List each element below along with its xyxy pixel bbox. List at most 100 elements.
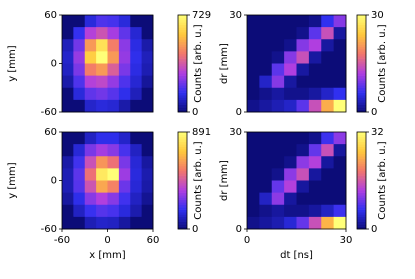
colorbar-segment (178, 214, 187, 218)
colorbar-tick-label: 891 (192, 127, 211, 138)
colorbar-segment (357, 182, 366, 186)
colorbar-segment (357, 170, 366, 174)
heat-cell (130, 87, 143, 101)
colorbar-segment (357, 199, 366, 203)
colorbar-segment (178, 216, 187, 220)
heat-cell (141, 192, 154, 206)
heat-cell (284, 156, 297, 169)
heat-cell (62, 216, 74, 230)
colorbar-segment (178, 151, 187, 155)
heat-cell (321, 192, 335, 206)
heat-cell (96, 63, 108, 77)
heat-cell (118, 192, 131, 206)
colorbar-segment (357, 24, 366, 28)
colorbar-frame (356, 131, 367, 230)
colorbar-segment (178, 27, 187, 30)
heat-cell (271, 99, 285, 113)
heat-cell (296, 156, 310, 169)
heat-cell (321, 204, 335, 218)
colorbar-segment (357, 97, 366, 101)
x-tick-label: 30 (340, 235, 353, 246)
colorbar-segment (357, 73, 366, 76)
heat-cell (296, 27, 310, 40)
colorbar-segment (357, 39, 366, 42)
colorbar-segment (178, 56, 187, 59)
heat-cell (284, 180, 297, 194)
heat-cell (73, 192, 86, 206)
heat-cell (107, 51, 120, 64)
colorbar-segment (178, 53, 187, 57)
colorbar-segment (357, 151, 366, 155)
colorbar-segment (178, 70, 187, 74)
heat-cell (308, 75, 322, 89)
heat-cell (271, 87, 285, 101)
heat-cell (130, 39, 143, 52)
heat-cell (84, 63, 97, 77)
colorbar-segment (178, 202, 187, 206)
heat-cell (296, 63, 310, 77)
heat-cell (62, 51, 74, 64)
heat-cell (271, 168, 285, 181)
y-axis-label: dr [mm] (219, 160, 230, 201)
colorbar-segment (357, 22, 366, 25)
colorbar-segment (357, 197, 366, 201)
heat-cell (141, 39, 154, 52)
colorbar-segment (178, 163, 187, 167)
colorbar-segment (178, 182, 187, 186)
heat-cell (271, 15, 285, 28)
colorbar-segment (357, 214, 366, 218)
heat-cell (247, 15, 260, 28)
colorbar-segment (357, 202, 366, 206)
heat-cell (96, 216, 108, 230)
heat-cell (296, 192, 310, 206)
heat-cell (84, 192, 97, 206)
heat-cell (107, 216, 120, 230)
colorbar-tick-label: 32 (371, 127, 384, 138)
heat-cell (321, 51, 335, 64)
heat-cell (247, 75, 260, 89)
heat-cell (107, 132, 120, 145)
heat-cell (107, 99, 120, 113)
colorbar-segment (357, 226, 366, 230)
heat-cell (118, 132, 131, 145)
colorbar-segment (357, 224, 366, 227)
heat-cell (62, 99, 74, 113)
colorbar-segment (357, 168, 366, 172)
heat-cell (118, 75, 131, 89)
heat-cell (259, 75, 273, 89)
colorbar-segment (357, 109, 366, 113)
heat-cell (62, 63, 74, 77)
heat-cell (333, 75, 347, 89)
heat-cell (96, 156, 108, 169)
colorbar-segment (178, 153, 187, 157)
y-tick-label: 60 (44, 127, 57, 138)
heat-cell (271, 39, 285, 52)
heat-cell (84, 144, 97, 157)
heat-cell (284, 168, 297, 181)
colorbar-segment (178, 41, 187, 45)
heat-cell (333, 63, 347, 77)
heat-cell (284, 75, 297, 89)
heat-cell (259, 156, 273, 169)
colorbar-segment (357, 51, 366, 55)
heat-cell (284, 216, 297, 230)
colorbar-segment (357, 153, 366, 157)
colorbar-segment (357, 46, 366, 50)
colorbar-segment (357, 65, 366, 69)
colorbar-segment (178, 102, 187, 106)
colorbar-segment (357, 99, 366, 103)
colorbar-segment (357, 80, 366, 84)
colorbar-segment (357, 146, 366, 150)
colorbar-tick-label: 0 (371, 224, 377, 235)
colorbar-segment (357, 219, 366, 223)
colorbar-segment (357, 107, 366, 110)
colorbar-segment (178, 15, 187, 18)
heat-cell (73, 15, 86, 28)
heat-cell (247, 39, 260, 52)
heat-cell (141, 63, 154, 77)
colorbar-label: Counts [arb. u.] (193, 141, 204, 219)
colorbar-segment (357, 212, 366, 215)
x-tick-label: 0 (244, 235, 250, 246)
heat-cell (247, 204, 260, 218)
